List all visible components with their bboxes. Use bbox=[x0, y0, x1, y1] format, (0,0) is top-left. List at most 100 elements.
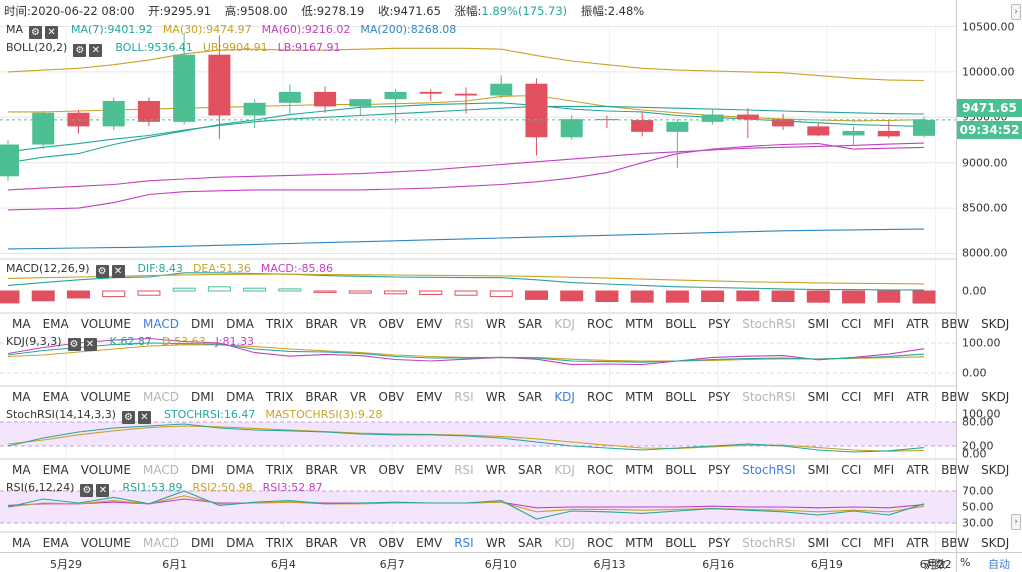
close-indicator-icon[interactable]: ✕ bbox=[96, 484, 110, 497]
tab-macd[interactable]: MACD bbox=[142, 536, 179, 550]
tab-ma[interactable]: MA bbox=[12, 317, 31, 331]
tab-cci[interactable]: CCI bbox=[841, 463, 862, 477]
tab-bbw[interactable]: BBW bbox=[941, 390, 970, 404]
tab-obv[interactable]: OBV bbox=[378, 390, 405, 404]
tab-rsi[interactable]: RSI bbox=[454, 390, 474, 404]
tab-rsi[interactable]: RSI bbox=[454, 536, 474, 550]
tab-mtm[interactable]: MTM bbox=[625, 390, 654, 404]
tab-vr[interactable]: VR bbox=[349, 390, 367, 404]
tab-brar[interactable]: BRAR bbox=[305, 536, 338, 550]
tab-kdj[interactable]: KDJ bbox=[554, 536, 575, 550]
tab-skdj[interactable]: SKDJ bbox=[981, 390, 1010, 404]
tab-macd[interactable]: MACD bbox=[142, 390, 179, 404]
tab-roc[interactable]: ROC bbox=[586, 390, 614, 404]
tab-smi[interactable]: SMI bbox=[807, 390, 830, 404]
tab-volume[interactable]: VOLUME bbox=[80, 317, 131, 331]
tab-stochrsi[interactable]: StochRSI bbox=[742, 463, 796, 477]
tab-psy[interactable]: PSY bbox=[708, 463, 731, 477]
tab-volume[interactable]: VOLUME bbox=[80, 390, 131, 404]
tab-smi[interactable]: SMI bbox=[807, 463, 830, 477]
tab-obv[interactable]: OBV bbox=[378, 536, 405, 550]
tab-stochrsi[interactable]: StochRSI bbox=[742, 390, 796, 404]
tab-brar[interactable]: BRAR bbox=[305, 317, 338, 331]
scroll-right-icon-bottom[interactable]: › bbox=[1011, 514, 1021, 530]
tab-ema[interactable]: EMA bbox=[42, 390, 69, 404]
tab-obv[interactable]: OBV bbox=[378, 463, 405, 477]
tab-rsi[interactable]: RSI bbox=[454, 317, 474, 331]
tab-dmi[interactable]: DMI bbox=[190, 463, 215, 477]
tab-wr[interactable]: WR bbox=[485, 536, 506, 550]
tab-vr[interactable]: VR bbox=[349, 317, 367, 331]
tab-emv[interactable]: EMV bbox=[416, 317, 443, 331]
tab-kdj[interactable]: KDJ bbox=[554, 317, 575, 331]
tab-ema[interactable]: EMA bbox=[42, 463, 69, 477]
tab-boll[interactable]: BOLL bbox=[665, 390, 697, 404]
tab-atr[interactable]: ATR bbox=[906, 390, 930, 404]
tab-roc[interactable]: ROC bbox=[586, 536, 614, 550]
tab-mfi[interactable]: MFI bbox=[873, 536, 895, 550]
tab-dma[interactable]: DMA bbox=[226, 390, 254, 404]
tab-vr[interactable]: VR bbox=[349, 463, 367, 477]
tab-wr[interactable]: WR bbox=[485, 317, 506, 331]
tab-volume[interactable]: VOLUME bbox=[80, 463, 131, 477]
tab-rsi[interactable]: RSI bbox=[454, 463, 474, 477]
tab-atr[interactable]: ATR bbox=[906, 317, 930, 331]
tab-dmi[interactable]: DMI bbox=[190, 390, 215, 404]
log-scale-toggle[interactable]: 对数 bbox=[924, 558, 946, 571]
tab-atr[interactable]: ATR bbox=[906, 536, 930, 550]
percent-scale-toggle[interactable]: % bbox=[960, 556, 971, 569]
tab-cci[interactable]: CCI bbox=[841, 536, 862, 550]
close-indicator-icon[interactable]: ✕ bbox=[111, 265, 125, 278]
tab-psy[interactable]: PSY bbox=[708, 390, 731, 404]
tab-smi[interactable]: SMI bbox=[807, 317, 830, 331]
tab-obv[interactable]: OBV bbox=[378, 317, 405, 331]
close-indicator-icon[interactable]: ✕ bbox=[89, 44, 103, 57]
scroll-right-icon[interactable]: › bbox=[1011, 4, 1021, 20]
tab-mtm[interactable]: MTM bbox=[625, 536, 654, 550]
tab-ma[interactable]: MA bbox=[12, 390, 31, 404]
tab-boll[interactable]: BOLL bbox=[665, 463, 697, 477]
settings-gear-icon[interactable]: ⚙ bbox=[80, 484, 94, 497]
tab-roc[interactable]: ROC bbox=[586, 463, 614, 477]
tab-cci[interactable]: CCI bbox=[841, 317, 862, 331]
tab-brar[interactable]: BRAR bbox=[305, 463, 338, 477]
close-indicator-icon[interactable]: ✕ bbox=[83, 338, 97, 351]
tab-ema[interactable]: EMA bbox=[42, 317, 69, 331]
tab-cci[interactable]: CCI bbox=[841, 390, 862, 404]
settings-gear-icon[interactable]: ⚙ bbox=[29, 26, 43, 39]
tab-stochrsi[interactable]: StochRSI bbox=[742, 317, 796, 331]
tab-emv[interactable]: EMV bbox=[416, 463, 443, 477]
tab-sar[interactable]: SAR bbox=[517, 317, 543, 331]
tab-atr[interactable]: ATR bbox=[906, 463, 930, 477]
tab-macd[interactable]: MACD bbox=[142, 317, 179, 331]
settings-gear-icon[interactable]: ⚙ bbox=[73, 44, 87, 57]
tab-trix[interactable]: TRIX bbox=[265, 536, 294, 550]
tab-trix[interactable]: TRIX bbox=[265, 390, 294, 404]
tab-ma[interactable]: MA bbox=[12, 536, 31, 550]
tab-mfi[interactable]: MFI bbox=[873, 463, 895, 477]
settings-gear-icon[interactable]: ⚙ bbox=[67, 338, 81, 351]
auto-scale-toggle[interactable]: 自动 bbox=[988, 558, 1010, 571]
tab-volume[interactable]: VOLUME bbox=[80, 536, 131, 550]
tab-wr[interactable]: WR bbox=[485, 390, 506, 404]
tab-dma[interactable]: DMA bbox=[226, 317, 254, 331]
tab-dma[interactable]: DMA bbox=[226, 536, 254, 550]
tab-dma[interactable]: DMA bbox=[226, 463, 254, 477]
tab-emv[interactable]: EMV bbox=[416, 536, 443, 550]
tab-skdj[interactable]: SKDJ bbox=[981, 536, 1010, 550]
tab-smi[interactable]: SMI bbox=[807, 536, 830, 550]
tab-ma[interactable]: MA bbox=[12, 463, 31, 477]
tab-bbw[interactable]: BBW bbox=[941, 317, 970, 331]
tab-dmi[interactable]: DMI bbox=[190, 317, 215, 331]
tab-sar[interactable]: SAR bbox=[517, 390, 543, 404]
price-axis[interactable] bbox=[956, 0, 1022, 572]
close-indicator-icon[interactable]: ✕ bbox=[137, 411, 151, 424]
tab-bbw[interactable]: BBW bbox=[941, 463, 970, 477]
tab-emv[interactable]: EMV bbox=[416, 390, 443, 404]
tab-mtm[interactable]: MTM bbox=[625, 317, 654, 331]
tab-trix[interactable]: TRIX bbox=[265, 463, 294, 477]
tab-boll[interactable]: BOLL bbox=[665, 317, 697, 331]
tab-kdj[interactable]: KDJ bbox=[554, 463, 575, 477]
settings-gear-icon[interactable]: ⚙ bbox=[121, 411, 135, 424]
